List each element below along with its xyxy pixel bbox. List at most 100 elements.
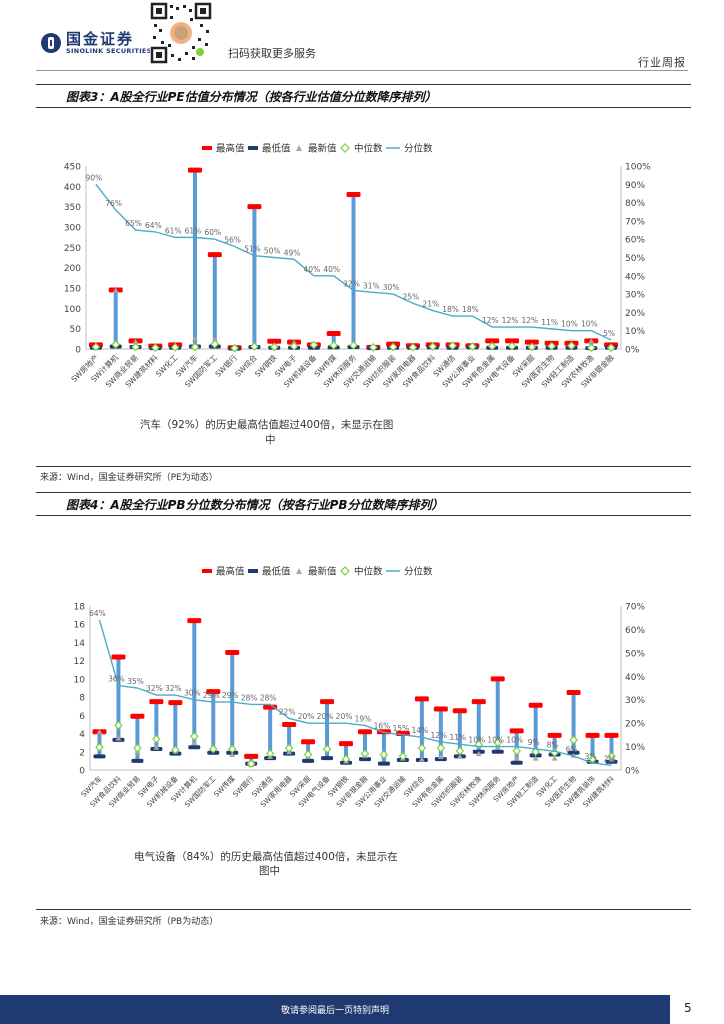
median-marker	[152, 734, 161, 744]
median-marker	[567, 341, 576, 351]
category-group	[366, 343, 381, 352]
chart-annotation: 中	[265, 433, 276, 446]
report-type-label: 行业周报	[638, 56, 686, 69]
figure-3-title: 图表3：A股全行业PE估值分布情况（按各行业估值分位数降序排列）	[66, 90, 437, 104]
range-bar	[344, 743, 349, 763]
quantile-data-label: 28%	[260, 693, 277, 702]
scan-prompt-text: 扫码获取更多服务	[228, 47, 316, 60]
y-axis-left-tick: 6	[79, 712, 85, 722]
max-marker	[357, 729, 372, 735]
quantile-data-label: 64%	[145, 221, 162, 230]
legend-label: 最低值	[262, 566, 291, 578]
category-group	[471, 699, 486, 757]
figure-4-source-divider	[36, 909, 691, 910]
median-marker	[269, 342, 279, 352]
quantile-data-label: 6%	[566, 745, 578, 754]
min-marker	[377, 761, 390, 766]
median-marker	[379, 750, 389, 759]
legend-item-max: 最高值	[202, 143, 245, 155]
max-marker	[187, 167, 202, 173]
max-marker	[247, 204, 262, 210]
quantile-data-label: 16%	[374, 722, 391, 731]
y-axis-right-tick: 40%	[625, 673, 645, 683]
legend-max-marker	[202, 146, 212, 150]
median-marker	[531, 747, 541, 757]
max-marker	[490, 676, 505, 682]
quantile-data-label: 21%	[422, 300, 439, 309]
y-axis-right-tick: 10%	[625, 743, 645, 753]
category-group	[528, 702, 543, 761]
category-group	[320, 699, 335, 761]
category-group	[148, 343, 163, 353]
y-axis-left-tick: 450	[64, 163, 81, 173]
range-bar	[211, 691, 216, 753]
legend-median-marker	[340, 566, 350, 576]
y-axis-right-tick: 50%	[625, 649, 645, 659]
y-axis-left-tick: 300	[64, 224, 81, 234]
y-axis-left-tick: 12	[74, 657, 85, 667]
latest-marker	[418, 756, 425, 762]
quantile-data-label: 32%	[165, 684, 182, 693]
quantile-data-label: 3%	[585, 752, 597, 761]
legend-min-marker	[248, 569, 258, 573]
range-bar	[173, 702, 178, 754]
quantile-data-label: 11%	[541, 318, 558, 327]
range-bar	[495, 678, 500, 752]
latest-marker	[551, 755, 558, 761]
quantile-data-label: 31%	[363, 281, 380, 290]
quantile-data-label: 32%	[146, 684, 163, 693]
qr-code-icon[interactable]	[150, 2, 212, 64]
range-bar	[268, 707, 273, 759]
y-axis-left-tick: 0	[79, 767, 85, 777]
latest-marker	[588, 338, 595, 344]
quantile-data-label: 18%	[462, 305, 479, 314]
quantile-data-label: 35%	[127, 677, 144, 686]
y-axis-left-tick: 50	[70, 325, 82, 335]
quantile-data-label: 64%	[89, 609, 106, 618]
range-bar	[212, 254, 217, 347]
category-group	[346, 191, 361, 350]
figure-3-source-divider	[36, 466, 691, 467]
category-group	[306, 340, 321, 350]
logo-en-name: SINOLINK SECURITIES	[66, 47, 152, 55]
range-bar	[192, 620, 197, 748]
quantile-data-label: 20%	[317, 712, 334, 721]
median-marker	[569, 735, 578, 745]
range-bar	[571, 692, 576, 753]
logo-cn-name: 国金证券	[66, 30, 135, 48]
category-group	[405, 343, 420, 352]
range-bar	[381, 731, 386, 764]
legend-label: 最新值	[308, 566, 337, 578]
category-group	[301, 739, 316, 763]
quantile-data-label: 10%	[561, 320, 578, 329]
pe-distribution-chart: 最高值 最低值 最新值 中位数 分位数 450 400 350 300 250 200 150 100 5…	[64, 143, 651, 447]
quantile-data-label: 40%	[304, 265, 321, 274]
range-bar	[533, 705, 538, 756]
quantile-data-label: 29%	[203, 691, 220, 700]
range-bar	[192, 170, 197, 347]
legend-latest-marker	[296, 145, 302, 151]
category-group	[168, 700, 183, 756]
range-bar	[116, 657, 121, 740]
median-marker	[468, 342, 477, 351]
max-marker	[168, 700, 183, 706]
range-bar	[609, 735, 614, 762]
median-marker	[170, 343, 180, 352]
category-group	[326, 331, 341, 350]
category-group	[187, 618, 202, 750]
y-axis-right-tick: 80%	[625, 199, 645, 209]
quantile-data-label: 90%	[86, 173, 103, 182]
max-marker	[433, 706, 448, 712]
median-marker	[114, 721, 123, 730]
figure-4-source: 来源：Wind，国金证券研究所（PB为动态）	[40, 917, 219, 927]
range-bar	[552, 735, 557, 755]
median-marker	[512, 746, 522, 756]
legend-max-marker	[202, 569, 212, 573]
category-group	[425, 342, 440, 351]
median-marker	[91, 342, 101, 352]
y-axis-left-tick: 4	[79, 730, 85, 740]
median-marker	[349, 340, 358, 350]
sinolink-logo-icon	[41, 33, 61, 53]
y-axis-right-tick: 60%	[625, 236, 645, 246]
y-axis-left-tick: 400	[64, 183, 81, 193]
